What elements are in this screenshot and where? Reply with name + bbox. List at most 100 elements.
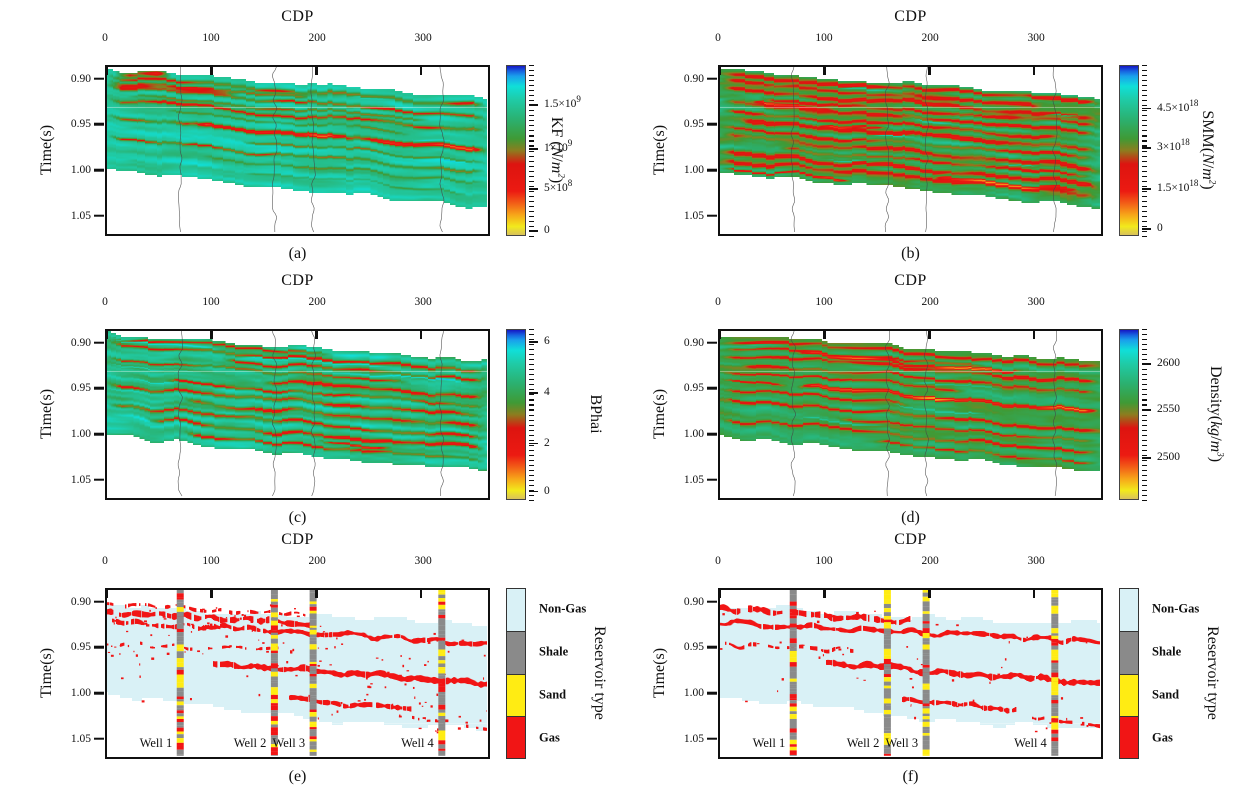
y-tick-mark xyxy=(94,600,104,603)
seismic-section-canvas xyxy=(720,331,1100,497)
x-tick-label: 300 xyxy=(1027,296,1045,308)
legend-label: Gas xyxy=(539,730,560,745)
y-tick-label: 1.05 xyxy=(70,473,91,486)
colorbar-minor-tick xyxy=(529,424,534,426)
colorbar-minor-tick xyxy=(1142,225,1147,228)
colorbar-minor-tick xyxy=(529,339,534,341)
colorbar-minor-tick xyxy=(1142,464,1147,466)
colorbar-major-tick xyxy=(529,490,538,493)
colorbar-minor-tick xyxy=(529,479,534,481)
y-tick-label: 1.05 xyxy=(70,732,91,745)
colorbar-minor-tick xyxy=(1142,404,1147,406)
x-tick-label: 200 xyxy=(308,32,326,44)
y-tick-mark xyxy=(707,691,717,695)
colorbar-minor-tick xyxy=(1142,419,1147,421)
colorbar-minor-tick xyxy=(529,439,534,441)
colorbar-bar xyxy=(1119,65,1139,236)
colorbar-minor-tick xyxy=(1142,115,1147,117)
colorbar-minor-tick xyxy=(529,409,534,411)
colorbar-minor-tick xyxy=(529,489,534,492)
colorbar-minor-tick xyxy=(1142,384,1147,386)
colorbar-minor-tick xyxy=(529,170,534,172)
legend-label: Shale xyxy=(1152,644,1182,659)
colorbar-minor-tick xyxy=(529,80,534,82)
x-tick-mark xyxy=(718,331,722,339)
y-tick-label: 0.95 xyxy=(70,118,91,131)
y-tick-label: 1.00 xyxy=(683,686,704,699)
y-tick-mark xyxy=(707,214,717,218)
colorbar-tick-label: 1×109 xyxy=(544,138,573,154)
colorbar-minor-tick xyxy=(1142,210,1147,212)
colorbar-minor-tick xyxy=(1142,334,1147,336)
well-label: Well 3 xyxy=(885,735,919,750)
y-tick-label: 1.00 xyxy=(683,163,704,176)
plot-box xyxy=(718,329,1103,500)
colorbar-minor-tick xyxy=(1142,394,1147,396)
y-tick-mark xyxy=(707,77,717,80)
colorbar-minor-tick xyxy=(1142,145,1147,147)
colorbar-minor-tick xyxy=(1142,369,1147,371)
colorbar-minor-tick xyxy=(529,444,534,446)
y-tick-label: 0.90 xyxy=(70,595,91,608)
y-tick-label: 0.95 xyxy=(683,641,704,654)
y-tick-label: 0.95 xyxy=(70,382,91,395)
colorbar-title: KF (N/m2) xyxy=(548,116,567,184)
x-tick-label: 300 xyxy=(414,32,432,44)
y-tick-label: 0.95 xyxy=(70,641,91,654)
colorbar-minor-tick xyxy=(1142,65,1147,67)
colorbar-minor-tick xyxy=(1142,236,1147,238)
colorbar-minor-tick xyxy=(529,155,534,157)
colorbar-minor-tick xyxy=(529,414,534,416)
well-label: Well 2 xyxy=(233,735,267,750)
colorbar-major-tick xyxy=(529,188,538,190)
legend-label: Sand xyxy=(1152,687,1180,702)
colorbar-minor-tick xyxy=(1142,399,1147,401)
colorbar-minor-tick xyxy=(529,125,534,127)
colorbar-minor-tick xyxy=(529,85,534,87)
y-tick-label: 1.00 xyxy=(683,427,704,440)
colorbar-minor-tick xyxy=(529,225,534,228)
colorbar: 4.5×1018 3×1018 1.5×1018 0 SMM(N/m2) xyxy=(1119,65,1242,238)
colorbar: 6 4 2 0 BPhai xyxy=(506,329,766,502)
colorbar-minor-tick xyxy=(1142,140,1147,142)
legend-label: Non-Gas xyxy=(1152,601,1200,616)
x-tick-label: 300 xyxy=(414,296,432,308)
colorbar-minor-tick xyxy=(1142,170,1147,172)
colorbar-title: BPhai xyxy=(587,394,604,434)
x-axis-title: CDP xyxy=(894,272,927,289)
colorbar-minor-tick xyxy=(529,384,534,386)
colorbar-minor-tick xyxy=(1142,339,1147,341)
colorbar-minor-tick xyxy=(1142,155,1147,157)
colorbar-major-tick xyxy=(529,340,538,343)
colorbar-tick-label: 4 xyxy=(544,386,550,399)
colorbar-minor-tick xyxy=(1142,185,1147,187)
plot-box xyxy=(105,329,490,500)
colorbar-minor-tick xyxy=(1142,439,1147,441)
legend-swatch-non-gas xyxy=(506,588,526,632)
colorbar-minor-tick xyxy=(529,100,534,102)
y-tick-label: 0.90 xyxy=(683,72,704,85)
plot-box: Well 1 Well 2 Well 3 Well 4 xyxy=(105,588,490,759)
colorbar-major-tick xyxy=(529,230,538,232)
y-tick-label: 1.00 xyxy=(70,427,91,440)
colorbar-tick-label: 2500 xyxy=(1157,451,1180,464)
x-tick-label: 200 xyxy=(921,296,939,308)
y-tick-mark xyxy=(707,478,717,482)
well-label: Well 4 xyxy=(401,735,434,750)
colorbar-minor-tick xyxy=(529,236,534,238)
x-tick-label: 100 xyxy=(815,32,833,44)
well-label: Well 4 xyxy=(1014,735,1047,750)
colorbar-minor-tick xyxy=(529,130,534,132)
colorbar-minor-tick xyxy=(529,195,534,197)
colorbar-tick-label: 4.5×1018 xyxy=(1157,97,1199,114)
x-axis-title: CDP xyxy=(281,272,314,289)
colorbar-minor-tick xyxy=(529,429,534,431)
colorbar-minor-tick xyxy=(529,394,534,396)
colorbar-minor-tick xyxy=(1142,130,1147,132)
y-tick-label: 1.05 xyxy=(683,732,704,745)
colorbar-major-tick xyxy=(1142,457,1151,459)
colorbar-bar xyxy=(1119,329,1139,500)
x-tick-label: 200 xyxy=(308,555,326,567)
panel-sublabel: (a) xyxy=(288,245,307,262)
